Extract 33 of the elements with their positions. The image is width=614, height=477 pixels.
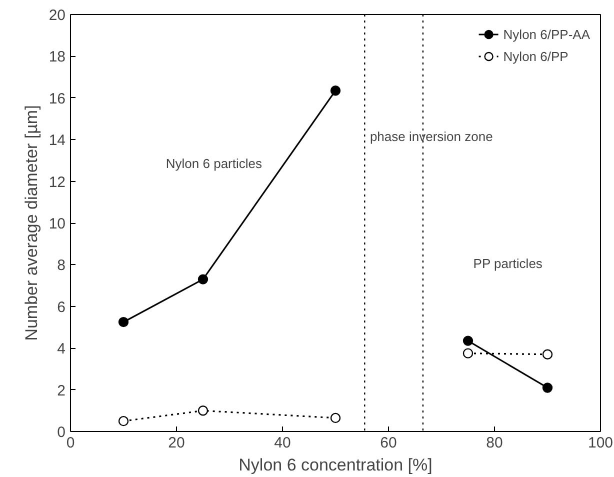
y-tick-label: 2 xyxy=(57,382,66,400)
y-tick-label: 10 xyxy=(48,216,66,232)
point xyxy=(330,86,341,96)
point xyxy=(542,382,553,393)
legend-label: Nylon 6/PP-AA xyxy=(503,26,590,42)
y-tick-label: 20 xyxy=(48,7,66,24)
y-tick-label: 8 xyxy=(57,257,66,274)
x-tick-label: 100 xyxy=(588,434,614,452)
y-tick-label: 0 xyxy=(57,424,66,441)
point xyxy=(330,412,341,424)
x-axis-title: Nylon 6 concentration [%] xyxy=(238,456,432,474)
point xyxy=(542,349,553,360)
annotation: phase inversion zone xyxy=(370,128,493,144)
y-tick-label: 14 xyxy=(48,132,66,150)
y-tick-label: 6 xyxy=(57,298,66,316)
point xyxy=(462,348,474,358)
x-tick-label: 80 xyxy=(486,434,503,452)
point xyxy=(118,316,129,328)
point xyxy=(462,336,474,346)
x-tick-label: 20 xyxy=(168,434,185,452)
legend-label: Nylon 6/PP xyxy=(503,48,568,64)
x-tick-label: 40 xyxy=(274,434,291,452)
y-tick-label: 18 xyxy=(48,48,66,66)
y-tick-label: 4 xyxy=(57,340,66,358)
y-tick-label: 12 xyxy=(48,174,66,191)
x-tick-label: 60 xyxy=(380,434,397,452)
point xyxy=(198,274,208,284)
point xyxy=(118,416,129,426)
y-tick-label: 16 xyxy=(48,90,66,108)
annotation: PP particles xyxy=(473,256,543,271)
y-axis-title: Number average diameter [µm] xyxy=(22,105,41,341)
point xyxy=(198,406,208,416)
annotation: Nylon 6 particles xyxy=(166,156,262,171)
